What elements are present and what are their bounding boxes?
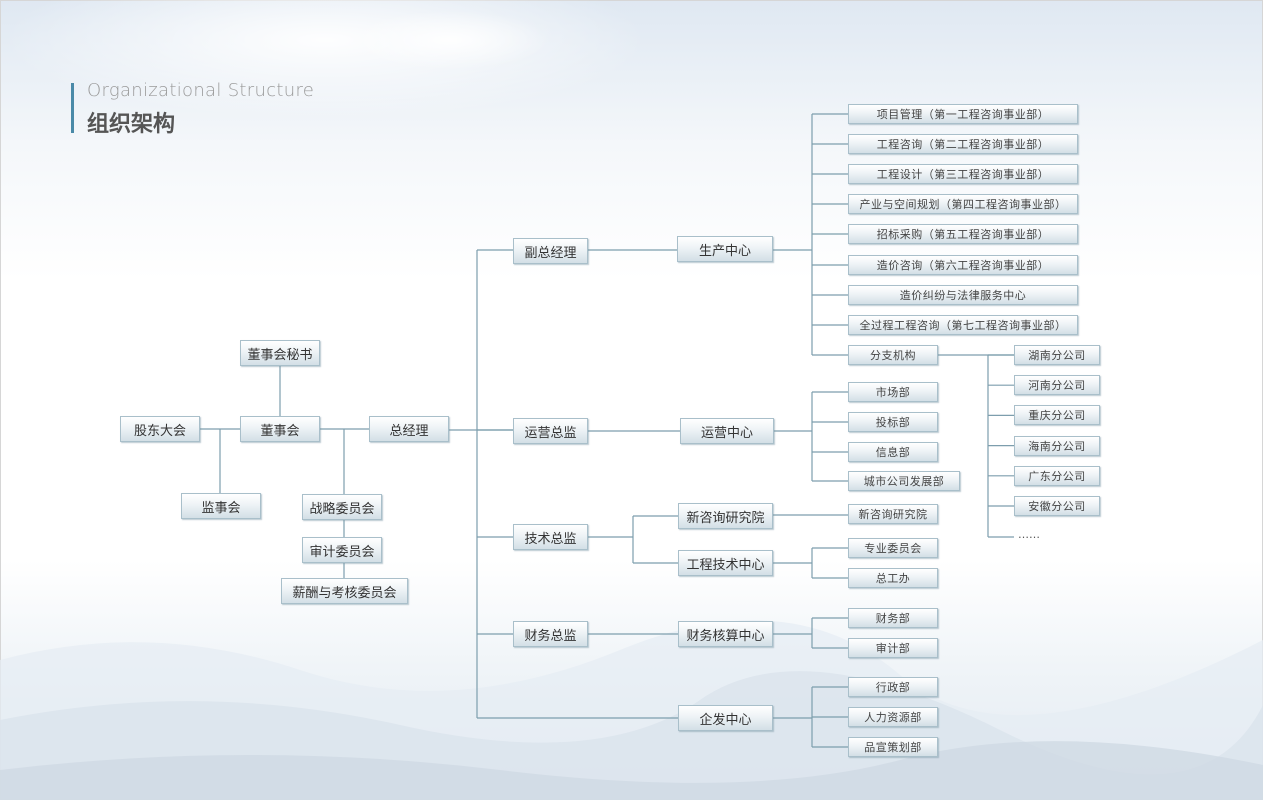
- node-production-unit: 造价咨询（第六工程咨询事业部）: [848, 255, 1078, 275]
- node-engineering-tech-center: 工程技术中心: [678, 550, 773, 576]
- node-production-unit: 工程设计（第三工程咨询事业部）: [848, 164, 1078, 184]
- node-operations-unit: 投标部: [848, 412, 938, 432]
- node-finance-unit: 财务部: [848, 608, 938, 628]
- node-finance-director: 财务总监: [513, 621, 588, 647]
- node-strategy-committee: 战略委员会: [302, 494, 382, 520]
- node-supervisory-board: 监事会: [181, 493, 261, 519]
- node-branch: 湖南分公司: [1014, 345, 1100, 365]
- node-engineering-unit: 专业委员会: [848, 538, 938, 558]
- node-deputy-gm: 副总经理: [513, 238, 588, 264]
- node-technical-director: 技术总监: [513, 524, 588, 550]
- page-title: 组织架构: [87, 112, 176, 137]
- node-enterprise-unit: 行政部: [848, 677, 938, 697]
- node-compensation-committee: 薪酬与考核委员会: [281, 578, 408, 604]
- node-enterprise-dev-center: 企发中心: [678, 705, 773, 731]
- node-branch: 安徽分公司: [1014, 496, 1100, 516]
- node-enterprise-unit: 品宣策划部: [848, 737, 938, 757]
- node-finance-center: 财务核算中心: [678, 621, 773, 647]
- node-production-unit: 工程咨询（第二工程咨询事业部）: [848, 134, 1078, 154]
- node-engineering-unit: 总工办: [848, 568, 938, 588]
- node-branch: 广东分公司: [1014, 465, 1100, 486]
- node-branch: 重庆分公司: [1014, 405, 1100, 426]
- node-production-unit: 招标采购（第五工程咨询事业部）: [848, 224, 1078, 244]
- node-production-unit: 造价纠纷与法律服务中心: [848, 285, 1078, 305]
- node-board: 董事会: [240, 416, 320, 442]
- node-production-unit: 产业与空间规划（第四工程咨询事业部）: [848, 194, 1078, 214]
- node-board-secretary: 董事会秘书: [240, 340, 320, 366]
- title-english: Organizational Structure: [87, 80, 315, 101]
- more-branches: ……: [1018, 528, 1040, 541]
- node-production-center: 生产中心: [677, 236, 773, 262]
- node-production-unit: 全过程工程咨询（第七工程咨询事业部）: [848, 315, 1078, 335]
- node-production-unit: 项目管理（第一工程咨询事业部）: [848, 104, 1078, 124]
- node-branch: 河南分公司: [1014, 375, 1100, 396]
- node-general-manager: 总经理: [369, 416, 449, 442]
- node-branch: 海南分公司: [1014, 435, 1100, 456]
- node-branch-offices: 分支机构: [848, 345, 938, 365]
- node-shareholders-meeting: 股东大会: [120, 416, 200, 442]
- node-research-institute: 新咨询研究院: [678, 503, 773, 529]
- node-operations-unit: 城市公司发展部: [848, 471, 960, 491]
- node-operations-unit: 信息部: [848, 442, 938, 462]
- node-operations-unit: 市场部: [848, 382, 938, 402]
- title-accent-bar: [71, 83, 74, 133]
- cloud-decoration: [350, 10, 550, 70]
- node-audit-committee: 审计委员会: [302, 537, 382, 563]
- node-operations-director: 运营总监: [513, 418, 588, 444]
- mountain-background: [0, 620, 1263, 800]
- node-finance-unit: 审计部: [848, 638, 938, 658]
- node-operations-center: 运营中心: [680, 418, 774, 444]
- node-research-unit: 新咨询研究院: [848, 504, 938, 524]
- node-enterprise-unit: 人力资源部: [848, 707, 938, 727]
